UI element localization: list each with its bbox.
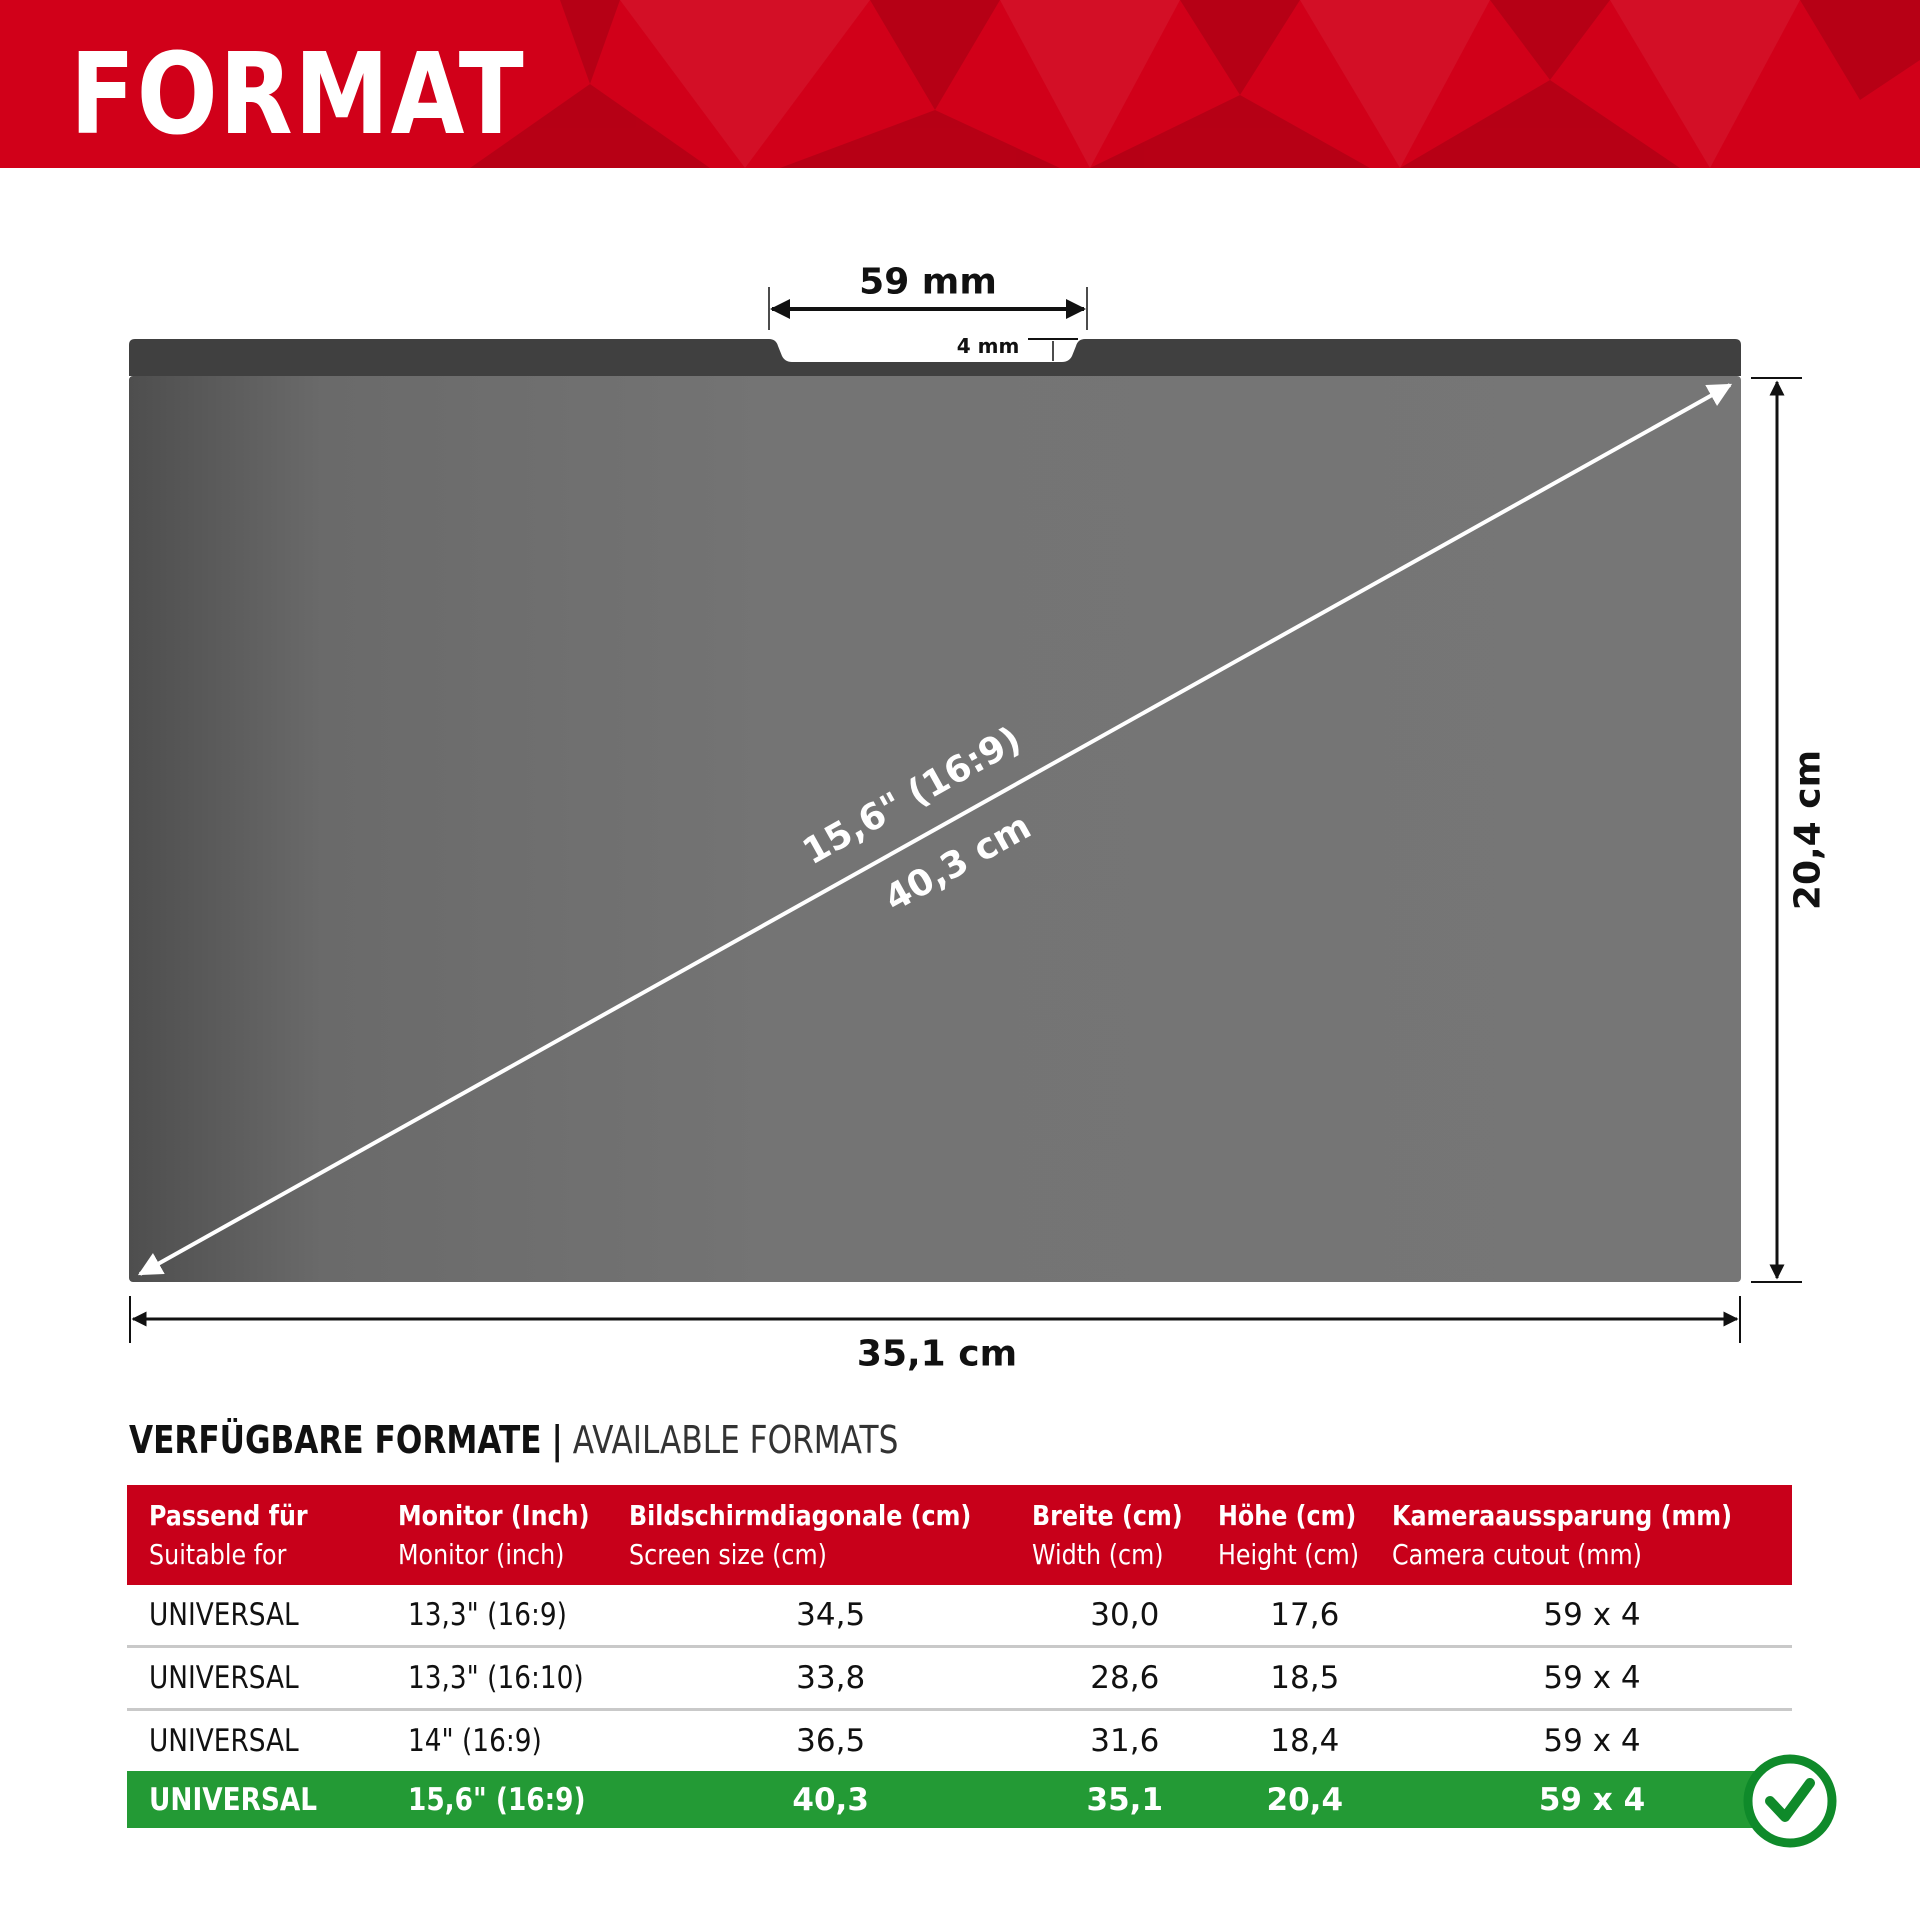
cell-suitable: UNIVERSAL: [149, 1660, 299, 1696]
table-row: UNIVERSAL 13,3" (16:9) 34,5 30,0 17,6 59…: [127, 1585, 1792, 1648]
cell-width: 28,6: [1032, 1646, 1218, 1711]
cell-suitable: UNIVERSAL: [149, 1597, 299, 1633]
column-header: Monitor (Inch) Monitor (inch): [397, 1485, 630, 1585]
filter-top-strip: [129, 339, 1741, 376]
page-title: FORMAT: [70, 30, 526, 160]
format-diagram: [129, 287, 1802, 1343]
cell-cutout: 59 x 4: [1543, 1723, 1641, 1759]
cell-monitor: 13,3" (16:9): [407, 1597, 567, 1633]
column-header: Bildschirmdiagonale (cm) Screen size (cm): [629, 1485, 1033, 1585]
column-header: Kameraaussparung (mm) Camera cutout (mm): [1392, 1485, 1792, 1585]
cell-height: 17,6: [1217, 1585, 1393, 1648]
formats-heading-de: VERFÜGBARE FORMATE: [129, 1418, 542, 1462]
table-row-selected: UNIVERSAL 15,6" (16:9) 40,3 35,1 20,4 59…: [127, 1771, 1792, 1828]
column-header: Breite (cm) Width (cm): [1032, 1485, 1218, 1585]
cell-diagonal: 34,5: [629, 1585, 1033, 1648]
column-header: Passend für Suitable for: [127, 1485, 398, 1585]
column-header: Höhe (cm) Height (cm): [1217, 1485, 1393, 1585]
heading-separator: |: [551, 1418, 563, 1462]
cell-cutout: 59 x 4: [1392, 1771, 1792, 1828]
cell-width: 31,6: [1090, 1723, 1160, 1759]
cell-cutout: 59 x 4: [1392, 1585, 1792, 1648]
cell-cutout: 59 x 4: [1392, 1646, 1792, 1711]
cell-monitor: 15,6" (16:9): [407, 1781, 586, 1818]
cell-diagonal: 36,5: [796, 1723, 866, 1759]
cell-width: 35,1: [1032, 1771, 1218, 1828]
cutout-width-label: 59 mm: [859, 261, 997, 303]
cell-height: 18,4: [1270, 1723, 1340, 1759]
cell-diagonal: 40,3: [629, 1771, 1033, 1828]
cell-diagonal: 33,8: [629, 1646, 1033, 1711]
cell-height: 18,5: [1217, 1646, 1393, 1711]
cell-suitable: UNIVERSAL: [149, 1723, 299, 1759]
table-row: UNIVERSAL 13,3" (16:10) 33,8 28,6 18,5 5…: [127, 1646, 1792, 1711]
cell-height: 20,4: [1217, 1771, 1393, 1828]
cell-width: 30,0: [1032, 1585, 1218, 1648]
cell-monitor: 14" (16:9): [407, 1723, 542, 1759]
formats-table: Passend für Suitable for Monitor (Inch) Mo…: [127, 1485, 1792, 1828]
height-label: 20,4 cm: [1787, 749, 1829, 911]
diagonal-arrow: [137, 383, 1733, 1276]
diamond-pattern: [470, 0, 1920, 168]
header-banner: FORMAT: [0, 0, 1920, 168]
cutout-depth-label: 4 mm: [956, 334, 1020, 358]
cell-suitable: UNIVERSAL: [149, 1781, 318, 1818]
formats-heading: VERFÜGBARE FORMATE | AVAILABLE FORMATS: [129, 1418, 898, 1462]
cell-monitor: 13,3" (16:10): [407, 1660, 584, 1696]
table-row: UNIVERSAL 14" (16:9) 36,5 31,6 18,4 59 x…: [127, 1710, 1792, 1772]
table-header-row: Passend für Suitable for Monitor (Inch) Mo…: [127, 1485, 1792, 1585]
width-label: 35,1 cm: [856, 1333, 1018, 1375]
formats-heading-en: AVAILABLE FORMATS: [572, 1418, 899, 1462]
check-circle-icon: [1743, 1754, 1837, 1848]
